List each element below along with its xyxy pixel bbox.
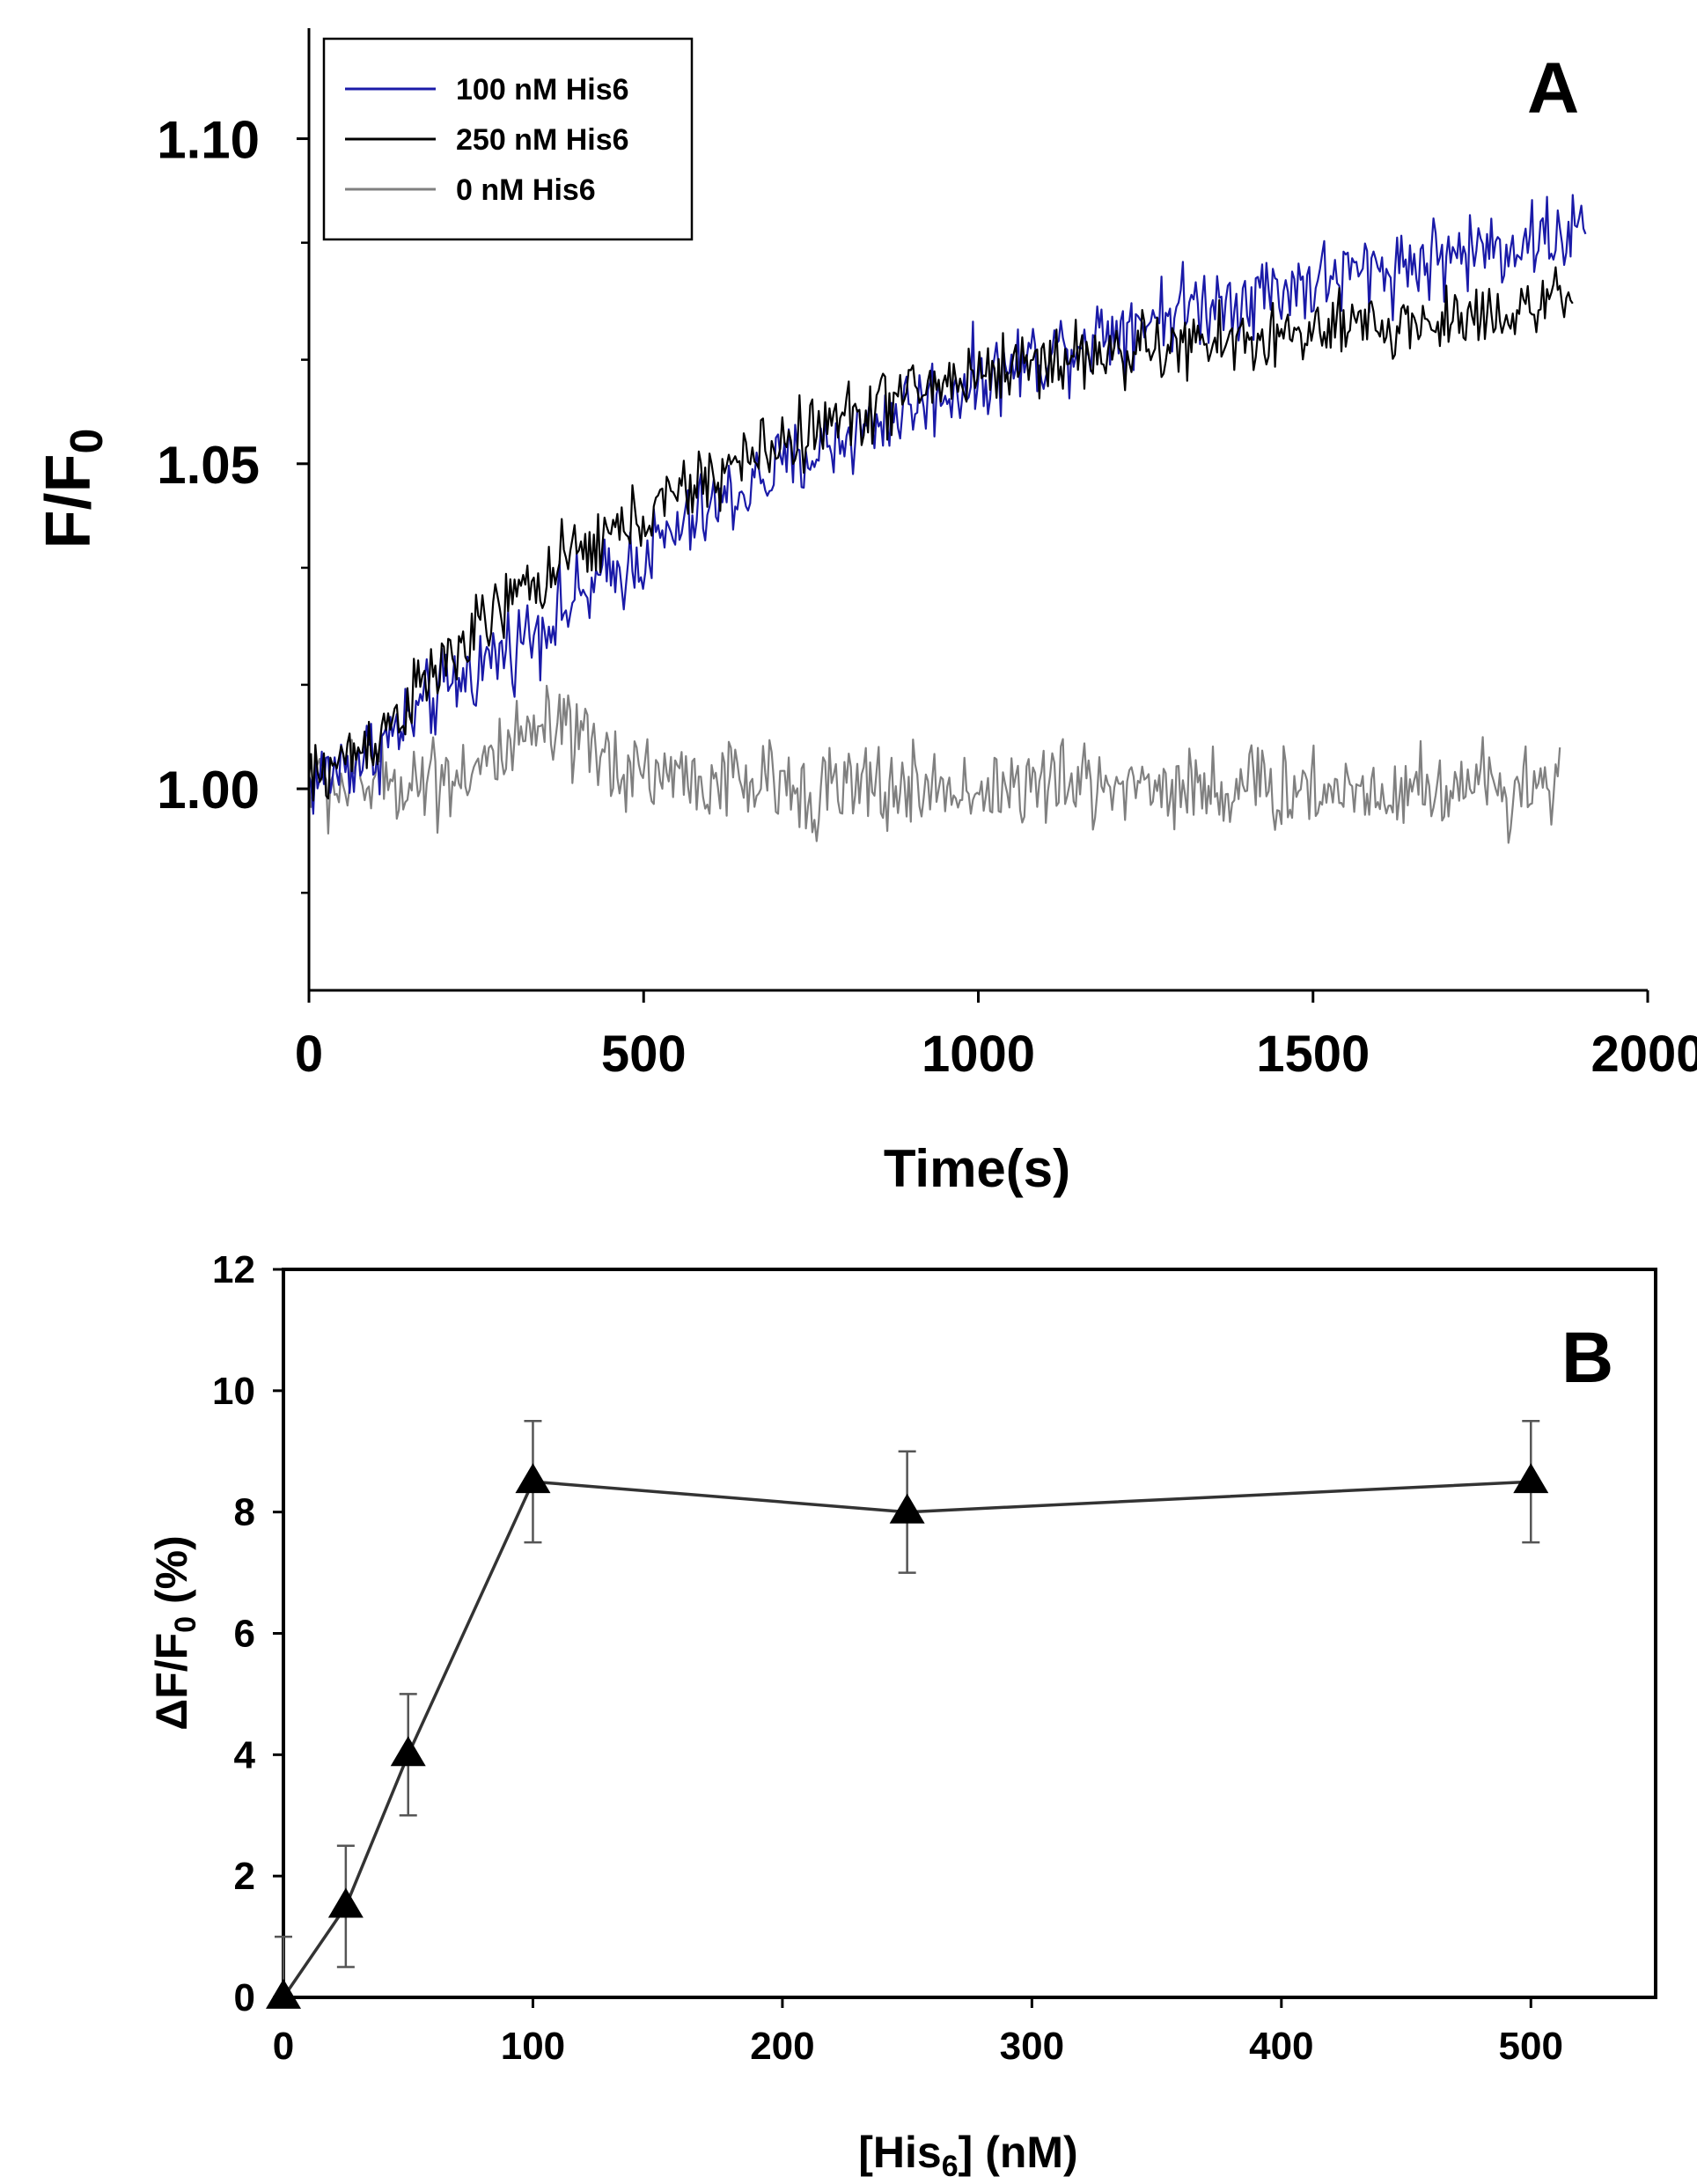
data-point-triangle	[889, 1493, 925, 1524]
panel-a-y-axis-title: F/F0	[33, 429, 113, 549]
panel-b-x-title-main: [His	[858, 2128, 941, 2177]
legend-label-0nm: 0 nM His6	[456, 173, 596, 207]
panel-a-ticks: 0 500 1000 1500 2000 1.00 1.05 1.10	[157, 111, 1697, 1083]
panel-b-x-tick-label: 200	[750, 2025, 814, 2068]
panel-a-legend: 100 nM His6 250 nM His6 0 nM His6	[322, 37, 694, 241]
data-point-triangle	[1513, 1463, 1549, 1494]
data-point-triangle	[327, 1887, 364, 1918]
panel-b-y-tick-label: 2	[234, 1855, 255, 1898]
series-line	[282, 1480, 1532, 1998]
panel-a-y-title-main: F/F	[33, 453, 104, 548]
panel-b-y-tick-label: 6	[234, 1613, 255, 1656]
panel-b-x-title-tail: ] (nM)	[959, 2128, 1078, 2177]
panel-b-x-tick-label: 300	[1000, 2025, 1064, 2068]
panel-b-y-tick-label: 4	[234, 1733, 256, 1776]
series-100nm-line	[307, 194, 1587, 815]
panel-b-y-title-sub: 0	[169, 1616, 202, 1633]
panel-b-x-title-sub: 6	[942, 2150, 959, 2183]
panel-a-y-title-sub: 0	[62, 429, 113, 454]
data-point-triangle	[266, 1978, 301, 2009]
panel-a-series-group	[307, 194, 1587, 844]
panel-a-x-tick-label: 500	[601, 1026, 687, 1083]
panel-b-x-tick-label: 100	[501, 2025, 565, 2068]
panel-b-y-tick-label: 10	[212, 1370, 255, 1413]
panel-a-letter: A	[1527, 48, 1579, 129]
panel-b-x-tick-label: 400	[1249, 2025, 1313, 2068]
panel-a-y-tick-label: 1.05	[157, 436, 260, 495]
series-0nm-line	[307, 684, 1561, 844]
panel-b-x-tick-label: 0	[273, 2025, 294, 2068]
panel-a-y-tick-label: 1.00	[157, 761, 260, 820]
legend-label-100nm: 100 nM His6	[456, 73, 629, 107]
panel-b-y-tick-label: 12	[212, 1248, 255, 1291]
panel-b-y-title-main: ΔF/F	[147, 1633, 196, 1731]
panel-b-ticks: 0 100 200 300 400 500 0 2 4 6 8 10 12	[212, 1248, 1563, 2068]
panel-b-y-title-tail: (%)	[147, 1535, 196, 1616]
data-point-triangle	[390, 1736, 426, 1767]
panel-b-letter: B	[1561, 1318, 1613, 1398]
panel-a-x-tick-label: 0	[295, 1026, 323, 1083]
panel-a-x-axis-title: Time(s)	[884, 1139, 1070, 1198]
panel-b-x-axis-title: [His6] (nM)	[858, 2128, 1077, 2183]
panel-b-y-tick-label: 0	[234, 1976, 255, 2019]
panel-a: 0 500 1000 1500 2000 1.00 1.05 1.10 100 nM His6…	[33, 28, 1697, 1198]
panel-b-frame	[282, 1268, 1657, 1999]
panel-b-x-tick-label: 500	[1499, 2025, 1563, 2068]
series-250nm-line	[307, 266, 1574, 802]
panel-b-y-axis-title: ΔF/F0 (%)	[147, 1535, 202, 1731]
panel-a-y-tick-label: 1.10	[157, 111, 260, 170]
panel-a-x-tick-label: 1500	[1256, 1026, 1370, 1083]
panel-b-y-tick-label: 8	[234, 1491, 255, 1534]
legend-label-250nm: 250 nM His6	[456, 123, 629, 157]
data-point-triangle	[515, 1463, 551, 1494]
panel-a-x-tick-label: 2000	[1590, 1026, 1697, 1083]
panel-a-x-tick-label: 1000	[922, 1026, 1035, 1083]
panel-b-series-group	[266, 1420, 1549, 2009]
